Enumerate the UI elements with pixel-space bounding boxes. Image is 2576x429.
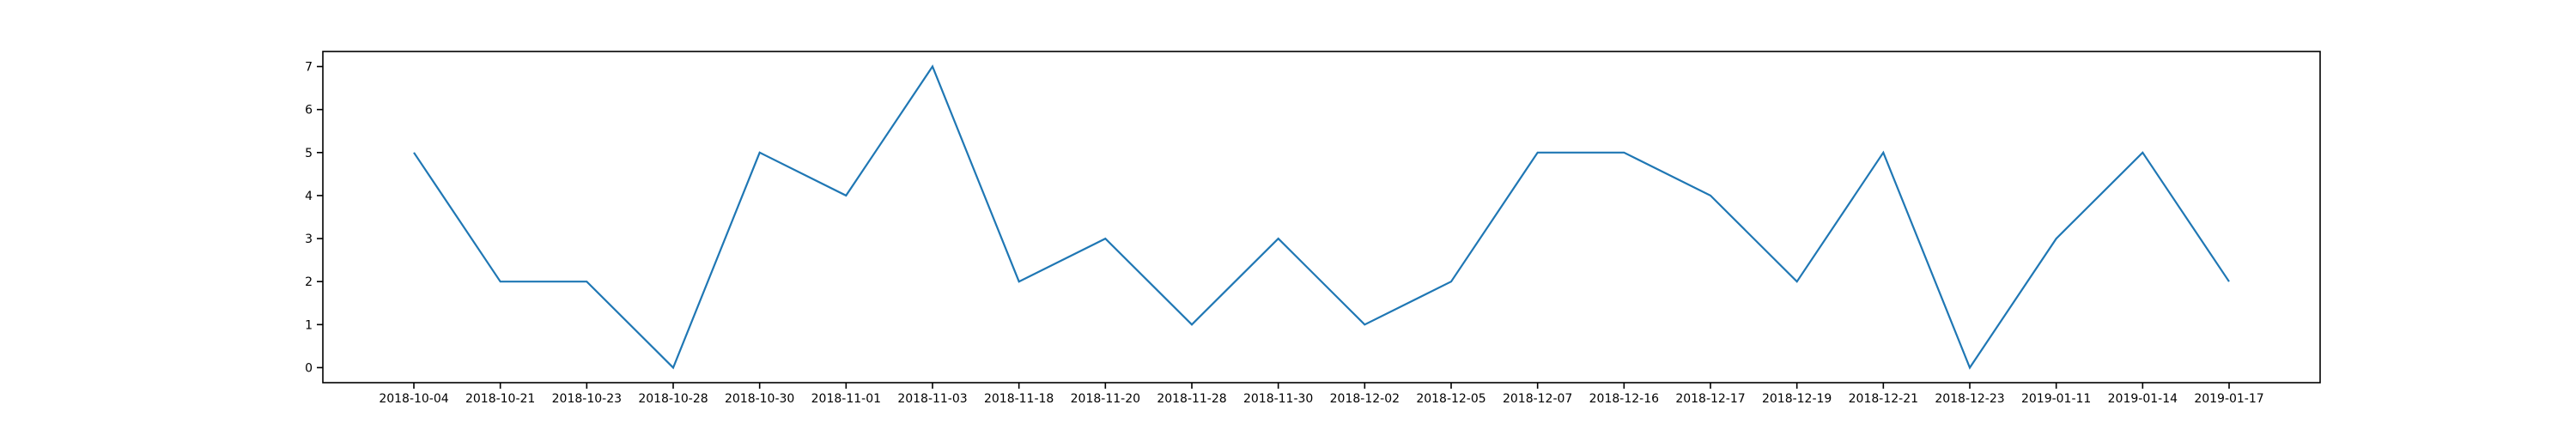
y-tick-label: 3	[305, 233, 313, 246]
x-tick-label: 2019-01-11	[2021, 392, 2091, 406]
y-tick-label: 4	[305, 190, 313, 203]
x-tick-label: 2018-12-19	[1762, 392, 1832, 406]
x-tick-label: 2018-10-30	[725, 392, 794, 406]
x-tick-label: 2018-12-02	[1330, 392, 1400, 406]
y-tick-label: 2	[305, 275, 313, 289]
y-axis: 0 1 2 3 4 5 6 7	[305, 61, 323, 375]
x-tick-label: 2018-12-05	[1416, 392, 1485, 406]
x-tick-label: 2018-11-03	[897, 392, 967, 406]
y-tick-label: 6	[305, 104, 313, 118]
x-tick-label: 2019-01-14	[2108, 392, 2178, 406]
x-tick-label: 2018-11-01	[811, 392, 881, 406]
x-tick-label: 2018-10-04	[379, 392, 448, 406]
x-tick-label: 2018-11-18	[984, 392, 1054, 406]
y-tick-label: 0	[305, 361, 313, 375]
x-tick-label: 2018-12-21	[1849, 392, 1918, 406]
x-tick-label: 2019-01-17	[2194, 392, 2263, 406]
x-tick-label: 2018-10-21	[465, 392, 535, 406]
y-tick-label: 7	[305, 61, 313, 75]
x-tick-label: 2018-12-07	[1503, 392, 1572, 406]
series-line	[413, 64, 2230, 370]
x-axis: 2018-10-04 2018-10-21 2018-10-23 2018-10-28…	[379, 383, 2264, 406]
x-tick-label: 2018-12-16	[1589, 392, 1659, 406]
x-tick-label: 2018-10-28	[638, 392, 708, 406]
y-tick-label: 1	[305, 318, 313, 332]
x-tick-label: 2018-12-17	[1675, 392, 1745, 406]
x-tick-label: 2018-11-30	[1243, 392, 1313, 406]
x-tick-label: 2018-10-23	[552, 392, 622, 406]
y-tick-label: 5	[305, 147, 313, 160]
x-tick-label: 2018-11-28	[1157, 392, 1226, 406]
x-tick-label: 2018-11-20	[1071, 392, 1140, 406]
plot-frame	[322, 51, 2321, 384]
x-tick-label: 2018-12-23	[1935, 392, 2004, 406]
